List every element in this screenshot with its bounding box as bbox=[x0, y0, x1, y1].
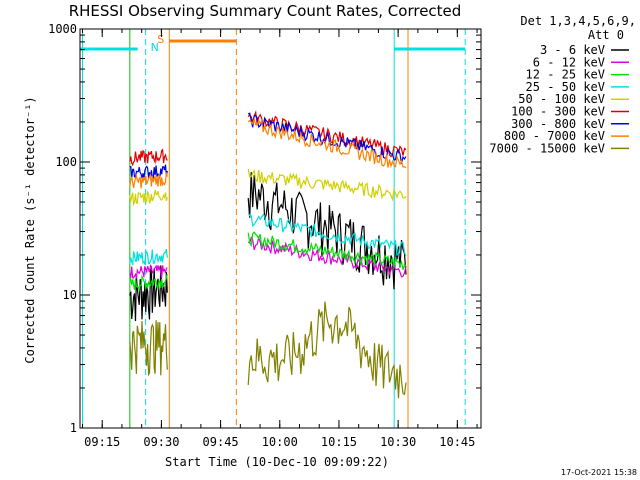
x-tick-label-1: 09:30 bbox=[143, 435, 179, 449]
series-8-segment-1 bbox=[247, 301, 407, 399]
legend-label-6: 300 - 800 keV bbox=[511, 117, 605, 131]
legend-header-line-1: Det 1,3,4,5,6,9, bbox=[520, 14, 636, 28]
night-label: N bbox=[151, 41, 159, 54]
legend-label-3: 25 - 50 keV bbox=[526, 80, 605, 94]
legend-label-2: 12 - 25 keV bbox=[526, 68, 605, 82]
series-4-segment-0 bbox=[129, 189, 168, 207]
series-5-segment-0 bbox=[129, 148, 168, 167]
legend-label-8: 7000 - 15000 keV bbox=[489, 141, 605, 155]
x-tick-label-6: 10:45 bbox=[439, 435, 475, 449]
series-5-segment-1 bbox=[247, 110, 407, 158]
series-4 bbox=[129, 168, 407, 207]
y-tick-label-2: 100 bbox=[55, 155, 77, 169]
series-3-segment-0 bbox=[129, 248, 168, 267]
legend-label-0: 3 - 6 keV bbox=[540, 43, 605, 57]
series-3-segment-1 bbox=[247, 212, 407, 257]
series-2-segment-0 bbox=[129, 273, 168, 293]
series-2-segment-1 bbox=[247, 231, 407, 270]
chart-title: RHESSI Observing Summary Count Rates, Co… bbox=[69, 2, 462, 20]
legend-label-7: 800 - 7000 keV bbox=[504, 129, 605, 143]
series-8 bbox=[129, 301, 407, 399]
series-8-segment-0 bbox=[129, 320, 168, 377]
x-tick-label-5: 10:30 bbox=[380, 435, 416, 449]
series-2 bbox=[129, 231, 407, 293]
x-tick-label-0: 09:15 bbox=[84, 435, 120, 449]
y-tick-label-1: 10 bbox=[63, 288, 77, 302]
series-7-segment-1 bbox=[247, 117, 407, 169]
series-0-segment-1 bbox=[247, 172, 407, 290]
y-tick-label-3: 1000 bbox=[48, 22, 77, 36]
legend-label-4: 50 - 100 keV bbox=[518, 92, 605, 106]
y-tick-label-0: 1 bbox=[70, 421, 77, 435]
x-tick-label-2: 09:45 bbox=[203, 435, 239, 449]
series-4-segment-1 bbox=[247, 168, 407, 202]
series-5 bbox=[129, 110, 407, 167]
x-axis-label: Start Time (10-Dec-10 09:09:22) bbox=[165, 455, 389, 469]
series-7-segment-0 bbox=[129, 172, 168, 189]
y-axis-label: Corrected Count Rate (s⁻¹ detector⁻¹) bbox=[23, 96, 37, 363]
footer-timestamp: 17-Oct-2021 15:38 bbox=[561, 468, 637, 477]
series-3 bbox=[129, 212, 407, 267]
axes-layer: 09:15 09:30 09:45 10:00 10:15 10:30 10:45 1 10 10… bbox=[48, 22, 481, 449]
legend-label-5: 100 - 300 keV bbox=[511, 105, 605, 119]
series-7 bbox=[129, 117, 407, 189]
legend-header-line-2: Att 0 bbox=[588, 28, 624, 42]
saa-label: S bbox=[157, 33, 164, 46]
lines-layer: SN bbox=[80, 29, 466, 428]
series-1-segment-0 bbox=[129, 263, 168, 279]
x-tick-label-4: 10:15 bbox=[321, 435, 357, 449]
series-layer bbox=[129, 110, 407, 399]
legend-label-1: 6 - 12 keV bbox=[533, 55, 605, 69]
x-tick-label-3: 10:00 bbox=[262, 435, 298, 449]
plot-frame bbox=[79, 28, 482, 429]
